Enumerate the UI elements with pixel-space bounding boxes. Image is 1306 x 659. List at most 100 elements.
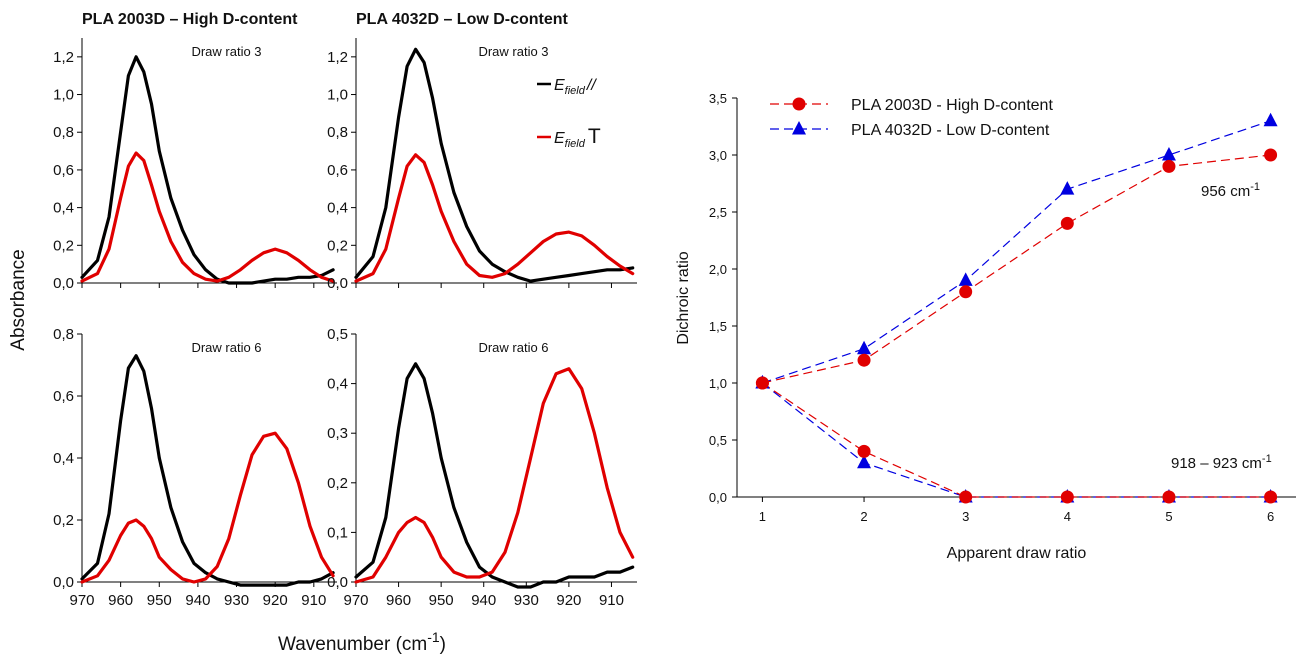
circle-marker (1264, 490, 1278, 504)
y-tick-label: 0,6 (53, 388, 74, 405)
annotation-918-923: 918 – 923 cm-1 (1171, 453, 1272, 472)
spectra-panel-bottom-right: 0,0 0,1 0,2 0,3 0,4 0,5 970 960 950 940 930 920 910 D… (327, 326, 637, 609)
absorbance-ylabel: Absorbance (8, 249, 29, 350)
circle-marker (857, 444, 871, 458)
x-tick-label: 920 (263, 592, 288, 609)
y-tick-label: 0,0 (53, 275, 74, 292)
y-tick-label: 0,8 (327, 124, 348, 141)
y-tick-label: 3,0 (709, 148, 727, 163)
circle-marker (1162, 159, 1176, 173)
y-tick-label: 0,3 (327, 425, 348, 442)
x-tick-label: 4 (1064, 509, 1071, 524)
annotation-956: 956 cm-1 (1201, 181, 1260, 200)
dichroic-ratio-chart: 0,0 0,5 1,0 1,5 2,0 2,5 3,0 3,5 1 2 3 4 5 6 Apparent d… (675, 91, 1296, 562)
y-tick-label: 3,5 (709, 91, 727, 106)
y-tick-label: 0,4 (53, 200, 74, 217)
y-tick-label: 0,4 (53, 450, 74, 467)
legend-label: PLA 2003D - High D-content (851, 97, 1053, 114)
y-tick-label: 0,2 (53, 237, 74, 254)
y-tick-label: 1,2 (327, 49, 348, 66)
triangle-marker (1161, 146, 1176, 161)
circle-marker (755, 376, 769, 390)
y-tick-label: 0,2 (327, 475, 348, 492)
circle-marker (1162, 490, 1176, 504)
y-tick-label: 0,8 (53, 124, 74, 141)
series-line (762, 154, 1271, 384)
y-tick-label: 0,0 (327, 275, 348, 292)
x-tick-label: 960 (108, 592, 133, 609)
x-tick-label: 1 (759, 509, 766, 524)
circle-marker (959, 285, 973, 299)
y-tick-label: 2,0 (709, 262, 727, 277)
y-tick-label: 2,5 (709, 205, 727, 220)
y-tick-label: 0,1 (327, 524, 348, 541)
triangle-marker (1060, 181, 1075, 195)
spectra-panel-top-left: 0,0 0,2 0,4 0,6 0,8 1,0 1,2 Draw ratio 3 (53, 38, 337, 292)
y-tick-label: 0,0 (53, 574, 74, 591)
y-tick-label: 1,0 (53, 87, 74, 104)
x-tick-label: 6 (1267, 509, 1274, 524)
spectrum-perpendicular-line (80, 431, 335, 584)
x-tick-label: 5 (1165, 509, 1172, 524)
spectra-panel-bottom-left: 0,0 0,2 0,4 0,6 0,8 970 960 950 940 930 920 910 Draw… (53, 326, 337, 609)
legend-label-perpendicular: Efield T (554, 125, 601, 150)
triangle-marker (857, 340, 872, 355)
circle-marker (959, 490, 973, 504)
y-axis-label: Dichroic ratio (675, 251, 692, 344)
x-tick-label: 970 (69, 592, 94, 609)
spectrum-parallel-line (354, 362, 635, 589)
y-tick-label: 0,4 (327, 376, 348, 393)
y-tick-label: 0,2 (327, 237, 348, 254)
spectrum-perpendicular-line (354, 153, 635, 283)
y-tick-label: 0,0 (709, 490, 727, 505)
triangle-marker (857, 454, 872, 469)
y-tick-label: 1,0 (327, 87, 348, 104)
x-tick-label: 950 (147, 592, 172, 609)
dichroic-legend: PLA 2003D - High D-content PLA 4032D - Lo… (770, 97, 1053, 139)
spectrum-perpendicular-line (354, 367, 635, 584)
legend-triangle-marker (792, 120, 806, 135)
x-tick-label: 930 (224, 592, 249, 609)
series-line (762, 382, 1271, 498)
x-tick-label: 960 (386, 592, 411, 609)
draw-ratio-annotation: Draw ratio 3 (191, 44, 261, 59)
x-tick-label: 910 (599, 592, 624, 609)
y-tick-label: 0,0 (327, 574, 348, 591)
legend-label-parallel: Efield// (554, 77, 597, 97)
spectra-legend: Efield// Efield T (537, 77, 601, 150)
y-tick-label: 0,6 (53, 162, 74, 179)
legend-label: PLA 4032D - Low D-content (851, 122, 1050, 139)
triangle-marker (958, 272, 973, 286)
y-tick-label: 1,0 (709, 376, 727, 391)
spectra-panel-top-right: 0,0 0,2 0,4 0,6 0,8 1,0 1,2 Draw ratio 3 (327, 38, 637, 292)
x-tick-label: 930 (514, 592, 539, 609)
series-line (762, 120, 1271, 384)
spectrum-parallel-line (80, 55, 335, 285)
circle-marker (1264, 148, 1278, 162)
x-tick-label: 940 (471, 592, 496, 609)
y-tick-label: 1,5 (709, 319, 727, 334)
x-tick-label: 910 (301, 592, 326, 609)
spectrum-parallel-line (80, 354, 335, 587)
spectrum-parallel-line (354, 47, 635, 283)
draw-ratio-annotation: Draw ratio 3 (478, 44, 548, 59)
spectrum-perpendicular-line (80, 151, 335, 283)
x-tick-label: 2 (860, 509, 867, 524)
y-tick-label: 0,4 (327, 200, 348, 217)
y-tick-label: 1,2 (53, 49, 74, 66)
circle-marker (1060, 216, 1074, 230)
y-tick-label: 0,5 (327, 326, 348, 343)
x-tick-label: 970 (343, 592, 368, 609)
y-tick-label: 0,2 (53, 512, 74, 529)
title-pla4032d: PLA 4032D – Low D-content (356, 11, 569, 28)
y-tick-label: 0,5 (709, 433, 727, 448)
legend-circle-marker (792, 97, 806, 111)
y-tick-label: 0,8 (53, 326, 74, 343)
x-axis-label: Apparent draw ratio (947, 545, 1087, 562)
draw-ratio-annotation: Draw ratio 6 (191, 340, 261, 355)
triangle-marker (1263, 112, 1278, 127)
circle-marker (857, 353, 871, 367)
circle-marker (1060, 490, 1074, 504)
x-tick-label: 950 (429, 592, 454, 609)
x-tick-label: 3 (962, 509, 969, 524)
